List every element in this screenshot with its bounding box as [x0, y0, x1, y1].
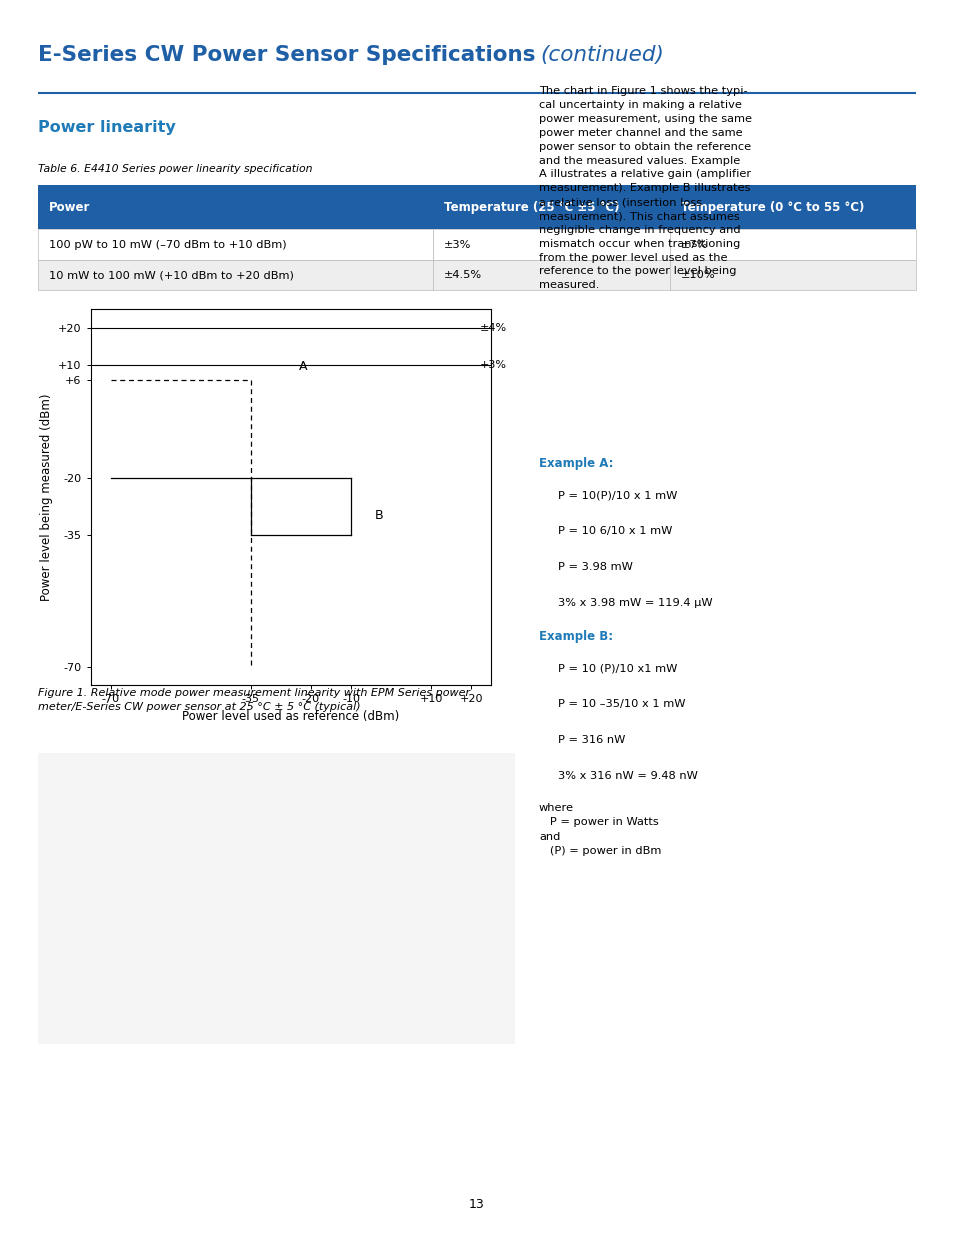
Text: E-Series CW Power Sensor Specifications: E-Series CW Power Sensor Specifications [38, 44, 542, 65]
Text: A: A [298, 359, 307, 373]
Text: ±3%: ±3% [443, 240, 471, 249]
Text: The chart in Figure 1 shows the typi-
cal uncertainty in making a relative
power: The chart in Figure 1 shows the typi- ca… [538, 86, 751, 290]
Text: Power: Power [49, 201, 90, 214]
Text: ±10%: ±10% [679, 270, 715, 280]
Text: Temperature (0 °C to 55 °C): Temperature (0 °C to 55 °C) [679, 201, 863, 214]
Text: (continued): (continued) [539, 44, 663, 65]
Text: 10 mW to 100 mW (+10 dBm to +20 dBm): 10 mW to 100 mW (+10 dBm to +20 dBm) [49, 270, 294, 280]
Bar [433, 185, 669, 230]
Text: P = 316 nW: P = 316 nW [558, 735, 625, 745]
Text: Example B:: Example B: [538, 630, 613, 643]
Text: where
   P = power in Watts
and
   (P) = power in dBm: where P = power in Watts and (P) = power… [538, 803, 660, 856]
Text: P = 3.98 mW: P = 3.98 mW [558, 562, 633, 572]
Text: 3% x 3.98 mW = 119.4 μW: 3% x 3.98 mW = 119.4 μW [558, 598, 712, 608]
Text: P = 10 –35/10 x 1 mW: P = 10 –35/10 x 1 mW [558, 699, 685, 709]
Text: P = 10(P)/10 x 1 mW: P = 10(P)/10 x 1 mW [558, 490, 677, 500]
Text: +3%: +3% [478, 361, 506, 370]
Bar [669, 230, 915, 259]
Bar [433, 259, 669, 290]
Bar [38, 230, 433, 259]
Text: P = 10 6/10 x 1 mW: P = 10 6/10 x 1 mW [558, 526, 672, 536]
Text: Temperature (25 °C ±5 °C): Temperature (25 °C ±5 °C) [443, 201, 618, 214]
Y-axis label: Power level being measured (dBm): Power level being measured (dBm) [39, 393, 52, 601]
Text: Figure 1. Relative mode power measurement linearity with EPM Series power
meter/: Figure 1. Relative mode power measuremen… [38, 688, 470, 711]
Text: 3% x 316 nW = 9.48 nW: 3% x 316 nW = 9.48 nW [558, 771, 698, 781]
Text: ±4%: ±4% [478, 322, 506, 332]
Text: ±4.5%: ±4.5% [443, 270, 481, 280]
Text: Power linearity: Power linearity [38, 120, 175, 135]
Bar [669, 259, 915, 290]
Bar [38, 185, 433, 230]
Text: 13: 13 [469, 1198, 484, 1210]
Text: B: B [375, 509, 383, 522]
Bar [669, 185, 915, 230]
Text: Example A:: Example A: [538, 457, 613, 471]
Bar [38, 259, 433, 290]
Text: P = 10 (P)/10 x1 mW: P = 10 (P)/10 x1 mW [558, 663, 677, 673]
Text: Table 6. E4410 Series power linearity specification: Table 6. E4410 Series power linearity sp… [38, 164, 313, 174]
Bar [433, 230, 669, 259]
Text: 100 pW to 10 mW (–70 dBm to +10 dBm): 100 pW to 10 mW (–70 dBm to +10 dBm) [49, 240, 286, 249]
Text: ±7%: ±7% [679, 240, 707, 249]
X-axis label: Power level used as reference (dBm): Power level used as reference (dBm) [182, 710, 399, 722]
